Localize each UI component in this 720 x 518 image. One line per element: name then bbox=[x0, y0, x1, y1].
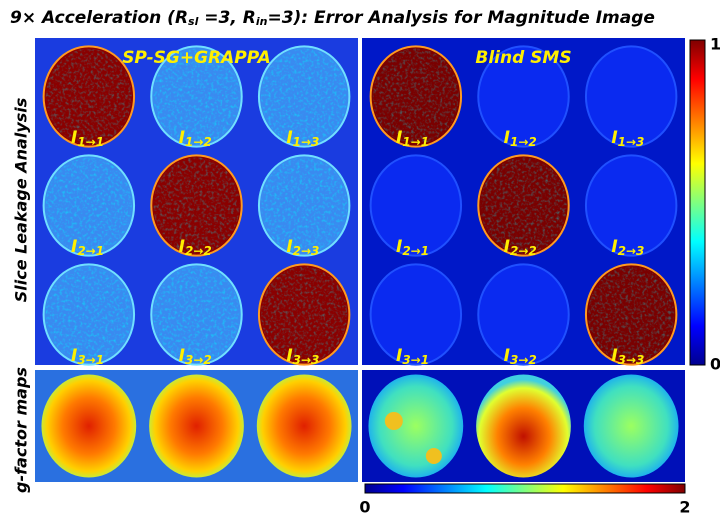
colorbar bbox=[364, 483, 686, 494]
cell-label: I3→2 bbox=[179, 346, 212, 367]
colorbar-tick-label: 0 bbox=[710, 355, 720, 374]
error-texture bbox=[372, 48, 459, 145]
title-part: in bbox=[256, 15, 268, 28]
gfactor-map bbox=[256, 374, 352, 478]
cell-label-sub: 2→3 bbox=[618, 244, 645, 258]
colorbar-tick-label: 0 bbox=[359, 498, 370, 517]
cell-label: I2→2 bbox=[179, 237, 212, 258]
title-part: =3, R bbox=[198, 8, 255, 28]
cell-label: I2→2 bbox=[504, 237, 537, 258]
cell-label-sub: 3→3 bbox=[293, 353, 320, 367]
cell-label: I2→1 bbox=[71, 237, 104, 258]
error-texture bbox=[153, 48, 240, 145]
colorbar-tick-label: 2 bbox=[679, 498, 690, 517]
error-texture bbox=[261, 157, 348, 254]
cell-label-main: I bbox=[504, 128, 510, 148]
cell-label-sub: 3→1 bbox=[402, 353, 429, 367]
cell-label-main: I bbox=[71, 346, 77, 366]
cell-label-main: I bbox=[286, 128, 292, 148]
colorbar bbox=[689, 39, 706, 366]
gfactor-map bbox=[149, 374, 244, 478]
cell-label-main: I bbox=[611, 128, 617, 148]
colorbar-tick-label: 1 bbox=[710, 35, 720, 54]
cell-label-sub: 3→3 bbox=[618, 353, 645, 367]
error-texture bbox=[153, 157, 240, 254]
cell-label-main: I bbox=[396, 346, 402, 366]
cell-label-main: I bbox=[396, 237, 402, 257]
head-error-map bbox=[369, 154, 463, 257]
gfactor-map bbox=[368, 374, 464, 478]
cell-label-main: I bbox=[504, 237, 510, 257]
title-part: 9× Acceleration (R bbox=[10, 8, 188, 28]
cell-label: I1→2 bbox=[179, 128, 212, 149]
cell-label: I3→2 bbox=[504, 346, 537, 367]
cell-label-sub: 1→2 bbox=[185, 135, 212, 149]
cell-label-sub: 2→1 bbox=[402, 244, 429, 258]
gfactor-map bbox=[41, 374, 137, 478]
cell-label-main: I bbox=[504, 346, 510, 366]
row-label: Slice Leakage Analysis bbox=[12, 98, 31, 303]
error-texture bbox=[480, 157, 567, 254]
cell-label: I1→1 bbox=[396, 128, 429, 149]
head-error-map bbox=[477, 263, 570, 366]
cell-label-sub: 3→2 bbox=[185, 353, 212, 367]
head-error-map bbox=[584, 154, 678, 257]
cell-label: I3→3 bbox=[611, 346, 644, 367]
cell-label-main: I bbox=[286, 346, 292, 366]
cell-label: I2→3 bbox=[611, 237, 644, 258]
cell-label: I2→1 bbox=[396, 237, 429, 258]
cell-label-main: I bbox=[611, 346, 617, 366]
panel-title: Blind SMS bbox=[475, 48, 571, 68]
row-label: g-factor maps bbox=[12, 367, 31, 493]
cell-label-main: I bbox=[71, 128, 77, 148]
error-texture bbox=[45, 48, 132, 145]
error-texture bbox=[45, 266, 132, 363]
cell-label-sub: 2→2 bbox=[185, 244, 212, 258]
title-text: 9× Acceleration (Rsl =3, Rin=3): Error A… bbox=[10, 8, 655, 28]
cell-label-main: I bbox=[179, 237, 185, 257]
cell-label-sub: 1→1 bbox=[77, 135, 104, 149]
cell-label-sub: 2→3 bbox=[293, 244, 320, 258]
error-texture bbox=[261, 266, 348, 363]
cell-label: I3→1 bbox=[396, 346, 429, 367]
cell-label-sub: 1→3 bbox=[618, 135, 645, 149]
cell-label-sub: 2→1 bbox=[77, 244, 104, 258]
error-texture bbox=[261, 48, 348, 145]
cell-label: I1→1 bbox=[71, 128, 104, 149]
head-error-map bbox=[584, 45, 678, 148]
cell-label-main: I bbox=[611, 237, 617, 257]
cell-label: I3→3 bbox=[286, 346, 319, 367]
panel-title: SP-SG+GRAPPA bbox=[122, 48, 271, 68]
cell-label-main: I bbox=[286, 237, 292, 257]
cell-label: I1→3 bbox=[286, 128, 319, 149]
cell-label: I1→3 bbox=[611, 128, 644, 149]
cell-label-main: I bbox=[179, 128, 185, 148]
cell-label: I1→2 bbox=[504, 128, 537, 149]
gfactor-spot bbox=[384, 412, 403, 430]
gfactor-map bbox=[476, 374, 571, 478]
cell-label-sub: 2→2 bbox=[510, 244, 537, 258]
images: I1→1 I1→2 I1→3I2→1 I2→2 I2→3I3→1 I3→2 I3→3SP-S… bbox=[35, 35, 720, 517]
cell-label-sub: 1→2 bbox=[510, 135, 537, 149]
figure-title: 9× Acceleration (Rsl =3, Rin=3): Error A… bbox=[10, 8, 655, 28]
cell-label-sub: 3→2 bbox=[510, 353, 537, 367]
title-part: sl bbox=[188, 15, 199, 28]
title-part: =3): Error Analysis for Magnitude Image bbox=[267, 8, 654, 28]
cell-label: I2→3 bbox=[286, 237, 319, 258]
cell-label: I3→1 bbox=[71, 346, 104, 367]
cell-label-main: I bbox=[396, 128, 402, 148]
gfactor-map bbox=[583, 374, 679, 478]
head-error-map bbox=[477, 45, 570, 148]
error-texture bbox=[45, 157, 132, 254]
cell-label-sub: 3→1 bbox=[77, 353, 104, 367]
head-error-map bbox=[369, 263, 463, 366]
cell-label-main: I bbox=[71, 237, 77, 257]
cell-label-main: I bbox=[179, 346, 185, 366]
cell-label-sub: 1→1 bbox=[402, 135, 429, 149]
cell-label-sub: 1→3 bbox=[293, 135, 320, 149]
error-texture bbox=[153, 266, 240, 363]
error-texture bbox=[588, 266, 675, 363]
gfactor-spot bbox=[425, 448, 442, 464]
